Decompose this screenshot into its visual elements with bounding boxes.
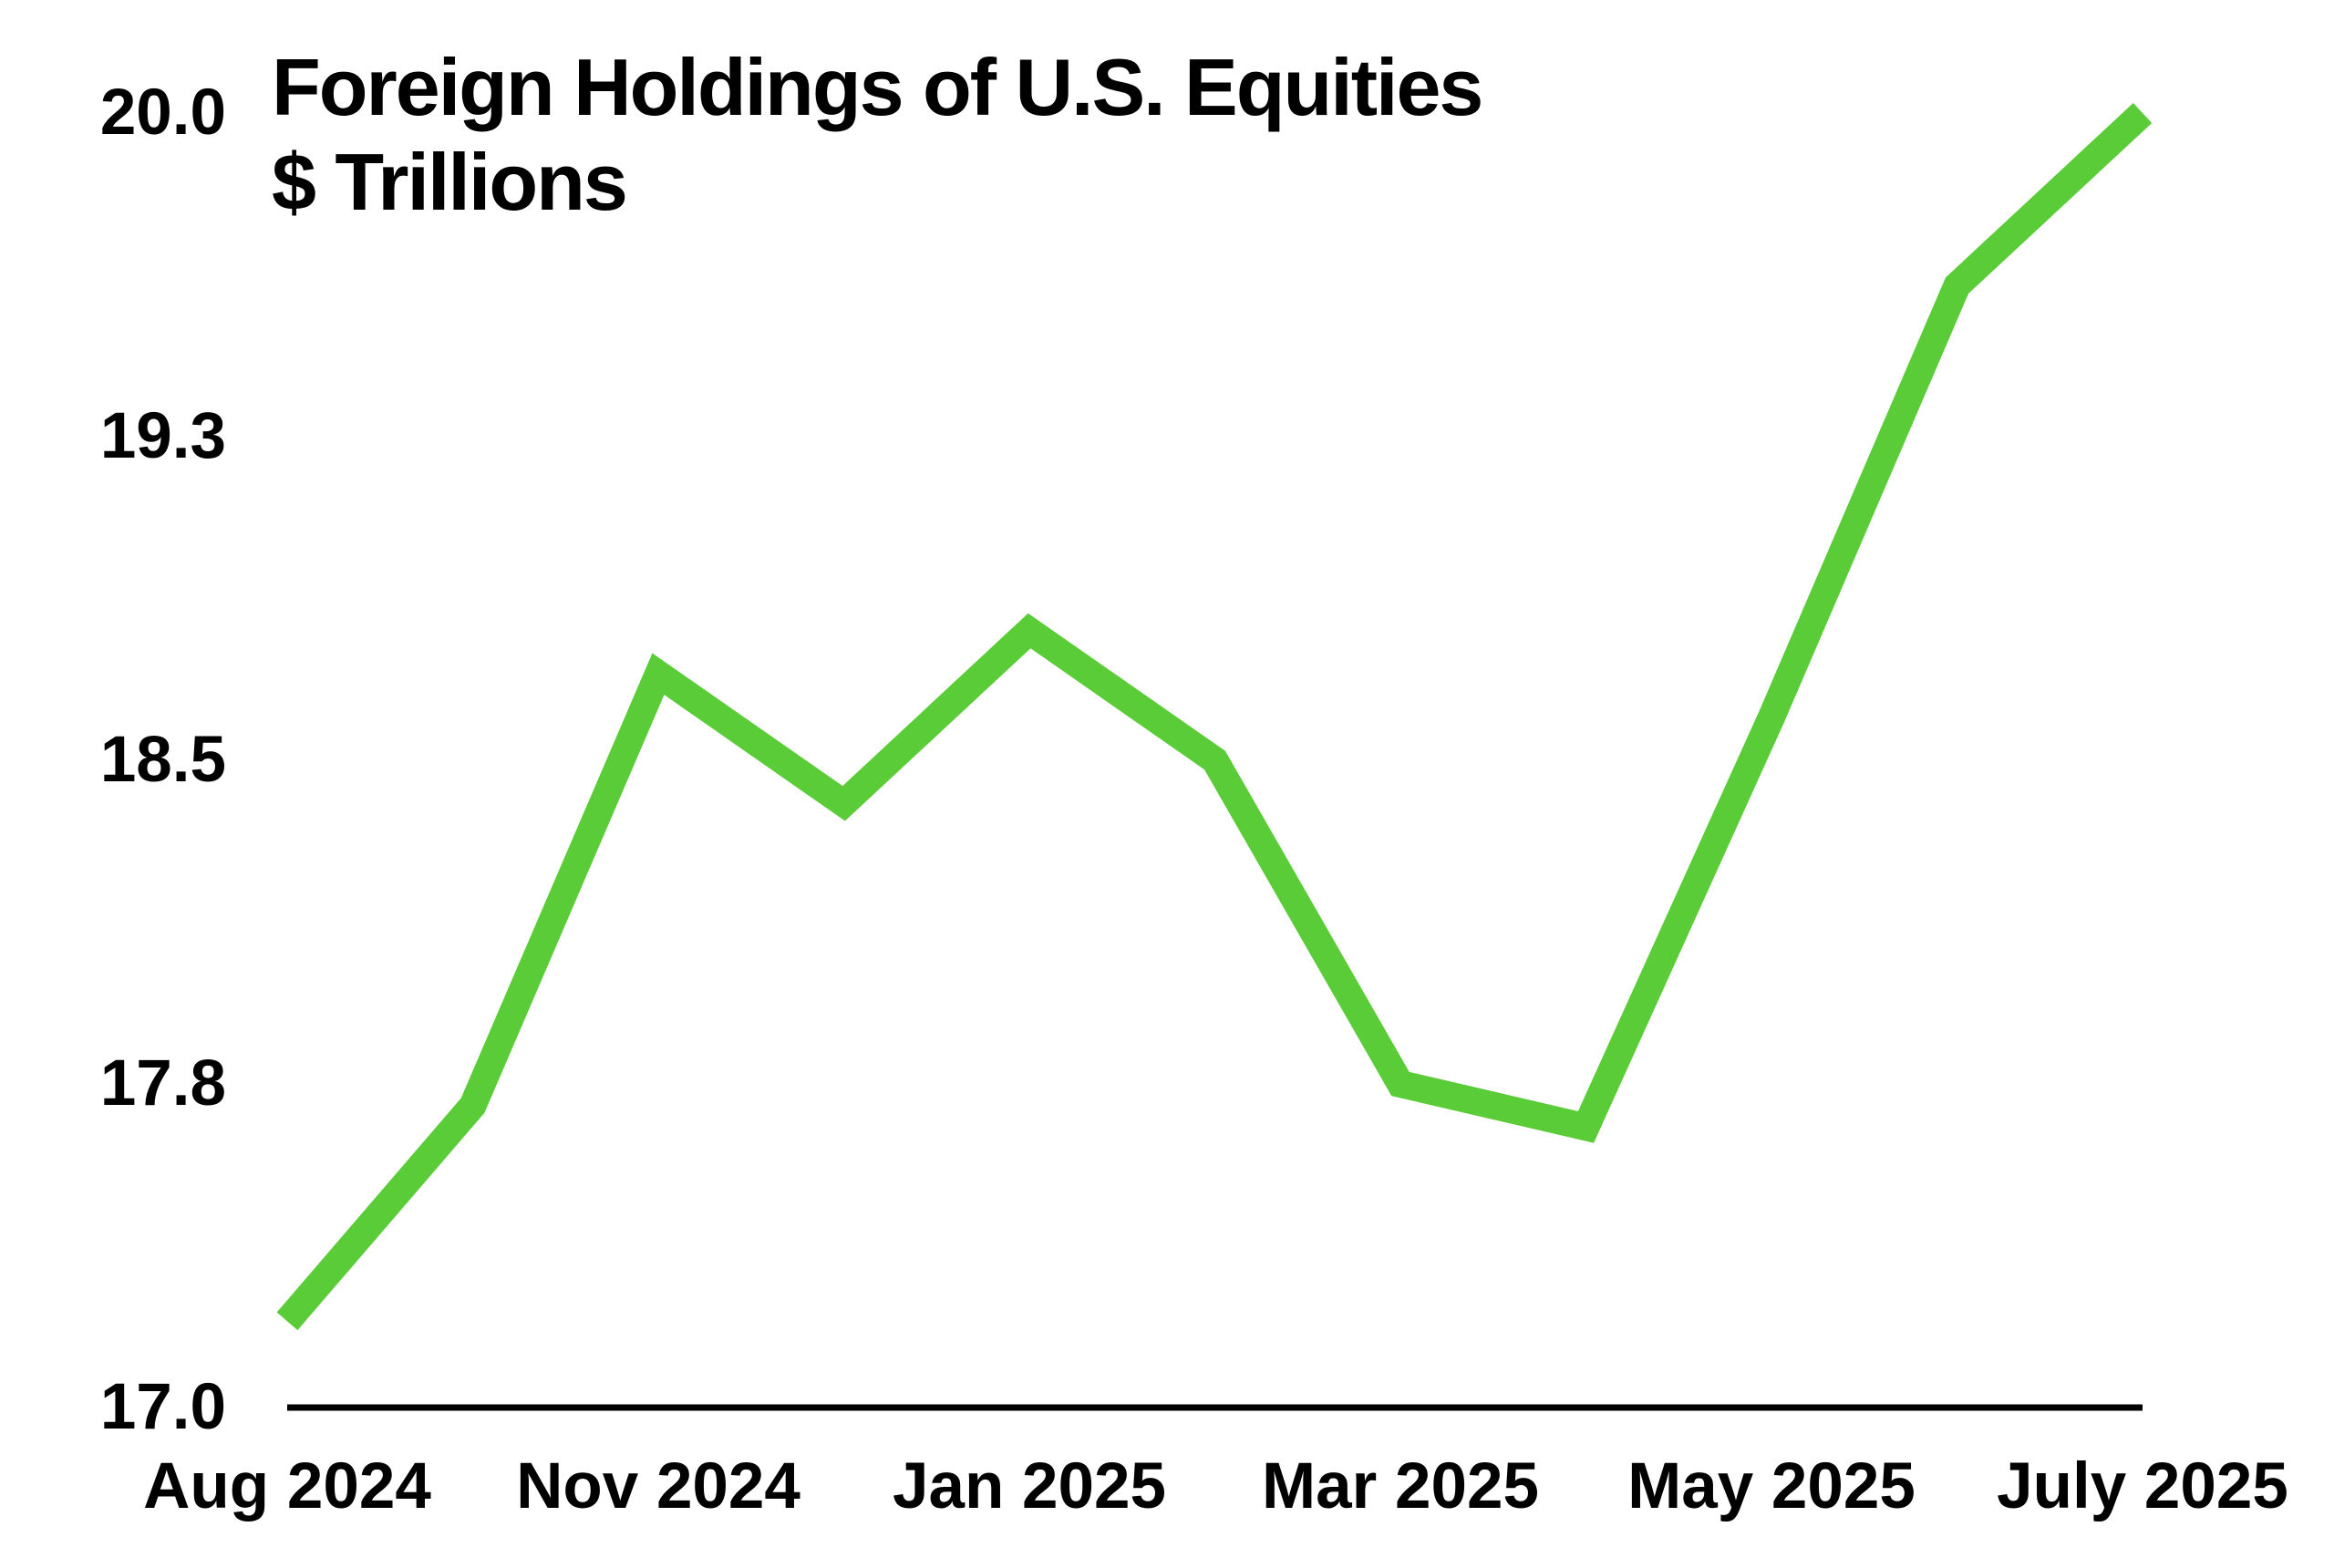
chart-title-subtitle: $ Trillions <box>272 136 628 227</box>
x-tick-label: May 2025 <box>1627 1450 1916 1522</box>
holdings-line-series <box>276 103 2153 1331</box>
y-tick-label: 17.0 <box>99 1371 226 1443</box>
chart-title: Foreign Holdings of U.S. Equities $ Tril… <box>272 40 1483 230</box>
x-tick-label: Jan 2025 <box>892 1450 1167 1522</box>
x-tick-label: Mar 2025 <box>1262 1450 1539 1522</box>
x-tick-label: Aug 2024 <box>143 1450 431 1522</box>
x-tick-label: July 2025 <box>1997 1450 2288 1522</box>
y-tick-label: 17.8 <box>99 1047 226 1119</box>
y-tick-label: 20.0 <box>99 77 226 149</box>
x-tick-label: Nov 2024 <box>516 1450 800 1522</box>
chart-title-line1: Foreign Holdings of U.S. Equities <box>272 42 1483 132</box>
y-tick-label: 19.3 <box>99 400 226 472</box>
y-tick-label: 18.5 <box>99 724 226 796</box>
